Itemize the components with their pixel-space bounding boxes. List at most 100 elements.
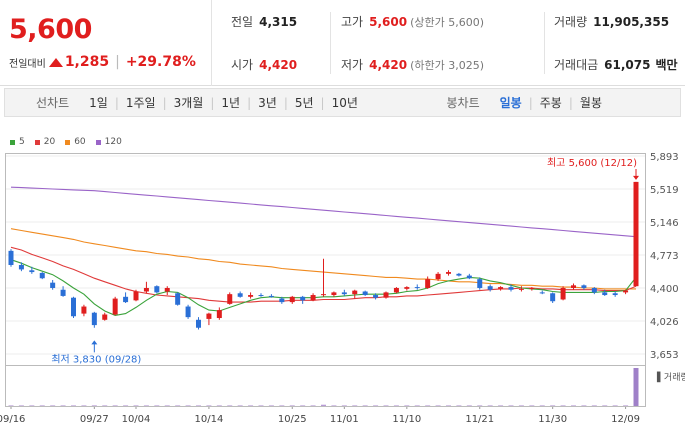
volume-bar [164,405,170,406]
volume-bar [414,405,420,406]
volume-bar [487,405,493,406]
volume-bar [477,405,483,406]
prev-close: 전일 4,315 [231,14,298,30]
candlestick-chart[interactable]: 5 20 60 120 3,653 4,026 4,400 4,773 5,146 5,5… [0,128,685,432]
x-tick-label: 11/10 [392,414,421,425]
candle-body [352,290,358,295]
volume-plot-frame [5,365,646,407]
period-10y-button[interactable]: 10년 [331,96,358,110]
stock-quote-panel: 5,600 전일대비 1,285 | +29.78% 전일 4,315 고가 5… [0,0,685,86]
volume-bar [206,405,212,406]
trade-value: 거래대금 61,075 백만 [554,57,678,73]
price-plot-frame [5,153,646,366]
candle-body [102,314,108,320]
candle-body [279,298,285,303]
volume-bar [39,405,45,406]
candle-body [71,297,76,317]
day-high: 고가 5,600 (상한가 5,600) [341,14,484,30]
volume-bar [498,405,504,406]
period-1y-button[interactable]: 1년 [221,96,241,110]
candle-body [300,296,306,301]
volume-bar [446,405,451,406]
volume-bar [50,405,56,406]
y-tick-label: 4,026 [650,317,679,328]
x-tick-label: 10/04 [122,414,151,425]
period-3y-button[interactable]: 3년 [258,96,277,110]
candle-body [123,296,129,303]
candle-body [539,292,545,294]
volume-bar [362,405,368,406]
candle-body [341,292,347,295]
volume-bar [352,405,358,406]
volume-bar [237,405,243,406]
candle-body [373,295,379,298]
volume-bar [373,405,379,406]
low-arrow-head [91,340,98,345]
candle-body [446,272,451,274]
volume-label: ▌거래량 [656,371,685,383]
candle-body [29,270,35,273]
volume-bar [571,405,576,406]
candle-body [18,264,24,270]
candle-daily-button[interactable]: 일봉 [499,96,522,110]
change-rate: +29.78% [125,54,196,70]
period-1w-button[interactable]: 1주일 [125,96,156,110]
volume-bar [91,405,97,406]
candle-body [60,289,66,296]
candle-body [612,293,618,296]
volume-bar [258,405,264,406]
volume-bar [29,405,35,406]
volume-bar [456,405,462,406]
candle-body [331,292,337,296]
low-annotation: 최저 3,830 (09/28) [51,353,141,365]
candle-body [393,287,399,293]
candle-body [237,293,243,297]
x-tick-label: 12/09 [611,414,640,425]
change-value: 1,285 [64,54,110,70]
volume-bar [216,405,222,406]
candle-body [404,287,410,289]
volume-bar [154,405,160,406]
change-label: 전일대비 [9,58,46,70]
volume-bar [102,405,108,406]
legend-item-ma5: 5 [10,137,25,147]
candle-body [623,290,629,293]
y-tick-label: 5,519 [650,185,679,196]
candle-body [50,282,56,288]
volume-bar [248,405,254,406]
volume-bar [518,405,524,406]
candle-body [633,181,639,287]
candle-body [268,295,274,297]
candle-body [185,306,191,318]
line-chart-title: 선차트 [36,96,70,110]
up-arrow-icon [48,57,63,67]
candle-body [560,287,566,300]
period-3m-button[interactable]: 3개월 [173,96,204,110]
volume-bar [550,405,556,406]
high-annotation: 최고 5,600 (12/12) [547,157,637,169]
candle-body [248,295,254,297]
candle-body [435,273,441,280]
high-arrow-head [633,175,639,180]
period-1d-button[interactable]: 1일 [89,96,108,110]
volume-bar [279,405,285,406]
candle-body [456,273,462,276]
volume-bar [196,405,201,406]
stat-divider [330,12,331,74]
volume-bar [623,405,629,406]
candle-body [175,293,181,305]
y-tick-label: 3,653 [650,350,679,361]
quote-stats: 전일 4,315 고가 5,600 (상한가 5,600) 거래량 11,905… [212,0,685,86]
volume-bar [310,405,316,406]
period-5y-button[interactable]: 5년 [294,96,314,110]
stat-row-1: 전일 4,315 고가 5,600 (상한가 5,600) 거래량 11,905… [212,0,685,43]
candle-monthly-button[interactable]: 월봉 [579,96,602,110]
candle-body [581,285,587,288]
volume-bar [612,405,618,406]
candle-weekly-button[interactable]: 주봉 [539,96,562,110]
volume-bar [123,405,129,406]
volume-bar [112,405,118,406]
volume-bar [331,405,337,406]
current-price-box: 5,600 전일대비 1,285 | +29.78% [0,0,212,86]
volume-bar [8,405,14,406]
